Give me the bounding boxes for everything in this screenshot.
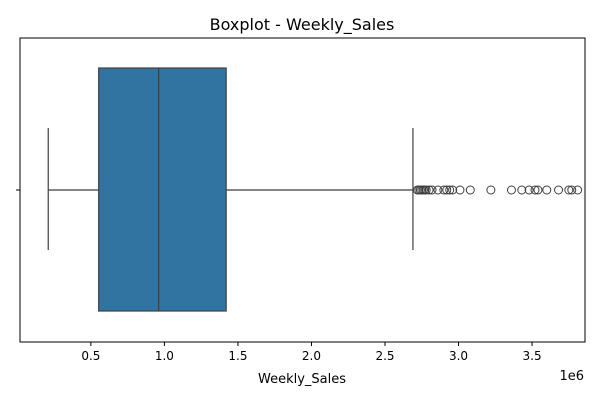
outlier-point bbox=[517, 185, 527, 195]
plot-area bbox=[47, 67, 583, 312]
outlier-point bbox=[530, 185, 540, 195]
x-tick-label: 2.5 bbox=[375, 349, 394, 363]
chart-title: Boxplot - Weekly_Sales bbox=[210, 15, 395, 35]
x-tick-label: 2.0 bbox=[302, 349, 321, 363]
outlier-point bbox=[506, 185, 516, 195]
outlier-point bbox=[421, 185, 431, 195]
x-axis: 0.5 1.0 1.5 2.0 2.5 3.0 3.5 bbox=[16, 37, 586, 363]
x-tick-label: 1.5 bbox=[228, 349, 247, 363]
outlier-point bbox=[433, 185, 443, 195]
outlier-point bbox=[439, 185, 449, 195]
outlier-point bbox=[442, 185, 452, 195]
outlier-point bbox=[573, 185, 583, 195]
x-axis-label: Weekly_Sales bbox=[258, 372, 346, 387]
outlier-point bbox=[424, 185, 434, 195]
outlier-point bbox=[533, 185, 543, 195]
outlier-point bbox=[427, 185, 437, 195]
outlier-point bbox=[524, 185, 534, 195]
iqr-box bbox=[98, 67, 227, 312]
outlier-point bbox=[564, 185, 574, 195]
x-tick-label: 3.0 bbox=[449, 349, 468, 363]
outlier-point bbox=[465, 185, 475, 195]
x-tick-label: 3.5 bbox=[523, 349, 542, 363]
x-tick-label: 1.0 bbox=[155, 349, 174, 363]
outlier-point bbox=[554, 185, 564, 195]
outlier-point bbox=[455, 185, 465, 195]
x-axis-scale-label: 1e6 bbox=[559, 369, 584, 384]
outlier-point bbox=[567, 185, 577, 195]
outlier-point bbox=[486, 185, 496, 195]
outlier-point bbox=[542, 185, 552, 195]
x-tick-label: 0.5 bbox=[81, 349, 100, 363]
outlier-point bbox=[448, 185, 458, 195]
outlier-point bbox=[445, 185, 455, 195]
